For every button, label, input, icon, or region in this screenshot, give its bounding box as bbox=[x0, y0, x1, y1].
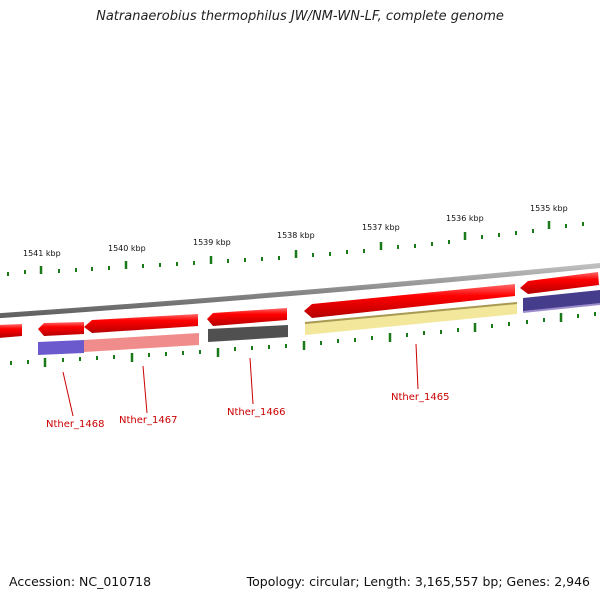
annotation-navy-edge bbox=[522, 303, 600, 313]
annotation-band bbox=[38, 290, 600, 355]
gene-label-nther-1465[interactable]: Nther_1465 bbox=[391, 392, 449, 403]
topology-text: Topology: circular; Length: 3,165,557 bp… bbox=[246, 574, 590, 589]
gene-arrow[interactable] bbox=[84, 314, 198, 333]
accession-text: Accession: NC_010718 bbox=[9, 574, 152, 589]
gene-label-nther-1466[interactable]: Nther_1466 bbox=[227, 407, 285, 418]
inner-ticks bbox=[10, 312, 596, 367]
gene-arrow[interactable] bbox=[207, 308, 287, 326]
gene-arrow[interactable] bbox=[38, 322, 84, 336]
annotation-gray[interactable] bbox=[208, 325, 288, 342]
genome-backbone bbox=[0, 262, 600, 319]
map-title: Natranaerobius thermophilus JW/NM-WN-LF,… bbox=[96, 9, 504, 24]
annotation-yellow-edge bbox=[304, 302, 518, 324]
gene-arrow[interactable] bbox=[520, 272, 599, 294]
annotation-yellow[interactable] bbox=[305, 302, 517, 335]
scale-label: 1535 kbp bbox=[530, 204, 568, 213]
annotation-pink[interactable] bbox=[84, 333, 199, 352]
scale-label: 1540 kbp bbox=[108, 244, 146, 253]
annotation-purple[interactable] bbox=[38, 340, 84, 355]
annotation-navy[interactable] bbox=[523, 290, 600, 312]
gene-label-nther-1468[interactable]: Nther_1468 bbox=[46, 419, 104, 430]
gene-label-nther-1467[interactable]: Nther_1467 bbox=[119, 415, 177, 426]
scale-label: 1538 kbp bbox=[277, 231, 315, 240]
gene-arrow[interactable] bbox=[304, 284, 515, 318]
outer-ticks bbox=[7, 221, 584, 276]
gene-labels: Nther_1468 Nther_1467 Nther_1466 Nther_1… bbox=[46, 392, 449, 430]
callout-lines bbox=[62, 343, 419, 417]
scale-label: 1537 kbp bbox=[362, 223, 400, 232]
scale-label: 1541 kbp bbox=[23, 249, 61, 258]
gene-arrow[interactable] bbox=[0, 324, 22, 338]
scale-label: 1539 kbp bbox=[193, 238, 231, 247]
scale-label: 1536 kbp bbox=[446, 214, 484, 223]
gene-arrows bbox=[0, 272, 599, 338]
scale-labels: 1541 kbp 1540 kbp 1539 kbp 1538 kbp 1537… bbox=[23, 204, 568, 258]
